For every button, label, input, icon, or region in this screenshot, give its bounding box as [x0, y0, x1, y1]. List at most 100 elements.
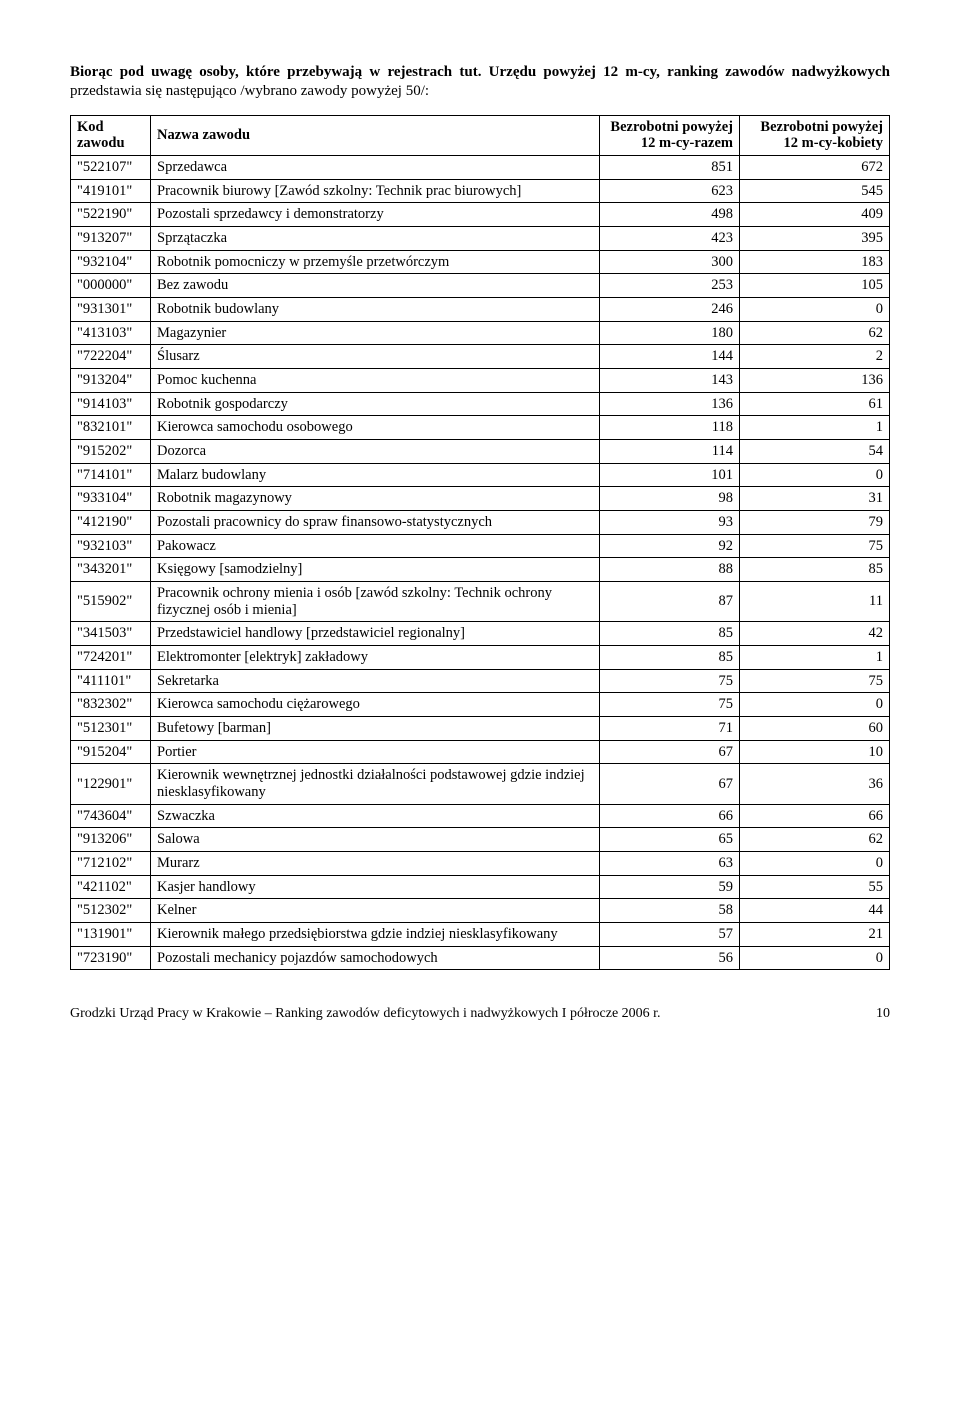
- cell-kod: "122901": [71, 764, 151, 804]
- table-head: Kod zawodu Nazwa zawodu Bezrobotni powyż…: [71, 115, 890, 155]
- cell-total: 423: [600, 226, 740, 250]
- table-row: "512302"Kelner5844: [71, 899, 890, 923]
- cell-nazwa: Sprzątaczka: [151, 226, 600, 250]
- cell-total: 67: [600, 740, 740, 764]
- header-women: Bezrobotni powyżej 12 m-cy-kobiety: [740, 115, 890, 155]
- cell-kod: "714101": [71, 463, 151, 487]
- cell-nazwa: Pozostali sprzedawcy i demonstratorzy: [151, 203, 600, 227]
- cell-total: 253: [600, 274, 740, 298]
- cell-total: 143: [600, 368, 740, 392]
- header-row: Kod zawodu Nazwa zawodu Bezrobotni powyż…: [71, 115, 890, 155]
- header-total: Bezrobotni powyżej 12 m-cy-razem: [600, 115, 740, 155]
- cell-women: 75: [740, 669, 890, 693]
- cell-total: 75: [600, 693, 740, 717]
- table-row: "343201"Księgowy [samodzielny]8885: [71, 558, 890, 582]
- table-body: "522107"Sprzedawca851672"419101"Pracowni…: [71, 155, 890, 970]
- cell-total: 87: [600, 581, 740, 621]
- cell-women: 0: [740, 693, 890, 717]
- cell-nazwa: Salowa: [151, 828, 600, 852]
- cell-nazwa: Przedstawiciel handlowy [przedstawiciel …: [151, 622, 600, 646]
- cell-nazwa: Robotnik pomocniczy w przemyśle przetwór…: [151, 250, 600, 274]
- cell-women: 105: [740, 274, 890, 298]
- cell-kod: "413103": [71, 321, 151, 345]
- cell-total: 59: [600, 875, 740, 899]
- table-row: "421102"Kasjer handlowy5955: [71, 875, 890, 899]
- cell-nazwa: Robotnik magazynowy: [151, 487, 600, 511]
- cell-nazwa: Szwaczka: [151, 804, 600, 828]
- cell-nazwa: Pakowacz: [151, 534, 600, 558]
- table-row: "412190"Pozostali pracownicy do spraw fi…: [71, 510, 890, 534]
- cell-women: 0: [740, 852, 890, 876]
- cell-kod: "131901": [71, 923, 151, 947]
- cell-kod: "743604": [71, 804, 151, 828]
- table-row: "515902"Pracownik ochrony mienia i osób …: [71, 581, 890, 621]
- page-footer: Grodzki Urząd Pracy w Krakowie – Ranking…: [70, 1006, 890, 1022]
- table-row: "722204"Ślusarz1442: [71, 345, 890, 369]
- cell-nazwa: Kierowca samochodu osobowego: [151, 416, 600, 440]
- cell-total: 136: [600, 392, 740, 416]
- cell-nazwa: Bez zawodu: [151, 274, 600, 298]
- cell-women: 0: [740, 463, 890, 487]
- cell-women: 0: [740, 297, 890, 321]
- table-row: "913207"Sprzątaczka423395: [71, 226, 890, 250]
- table-row: "832302"Kierowca samochodu ciężarowego75…: [71, 693, 890, 717]
- cell-kod: "832302": [71, 693, 151, 717]
- cell-kod: "915204": [71, 740, 151, 764]
- cell-women: 36: [740, 764, 890, 804]
- cell-nazwa: Kierownik wewnętrznej jednostki działaln…: [151, 764, 600, 804]
- cell-women: 183: [740, 250, 890, 274]
- cell-nazwa: Pracownik biurowy [Zawód szkolny: Techni…: [151, 179, 600, 203]
- table-row: "932103"Pakowacz9275: [71, 534, 890, 558]
- cell-kod: "932103": [71, 534, 151, 558]
- ranking-table: Kod zawodu Nazwa zawodu Bezrobotni powyż…: [70, 115, 890, 971]
- table-row: "411101"Sekretarka7575: [71, 669, 890, 693]
- cell-women: 672: [740, 155, 890, 179]
- cell-women: 1: [740, 645, 890, 669]
- cell-total: 101: [600, 463, 740, 487]
- cell-nazwa: Ślusarz: [151, 345, 600, 369]
- table-row: "915204"Portier6710: [71, 740, 890, 764]
- cell-nazwa: Robotnik budowlany: [151, 297, 600, 321]
- cell-women: 395: [740, 226, 890, 250]
- cell-kod: "932104": [71, 250, 151, 274]
- cell-kod: "914103": [71, 392, 151, 416]
- table-row: "341503"Przedstawiciel handlowy [przedst…: [71, 622, 890, 646]
- cell-nazwa: Murarz: [151, 852, 600, 876]
- cell-women: 62: [740, 828, 890, 852]
- cell-kod: "933104": [71, 487, 151, 511]
- cell-kod: "832101": [71, 416, 151, 440]
- cell-women: 54: [740, 439, 890, 463]
- cell-women: 11: [740, 581, 890, 621]
- cell-women: 1: [740, 416, 890, 440]
- cell-total: 67: [600, 764, 740, 804]
- cell-kod: "515902": [71, 581, 151, 621]
- table-row: "913206"Salowa6562: [71, 828, 890, 852]
- cell-nazwa: Kasjer handlowy: [151, 875, 600, 899]
- cell-nazwa: Magazynier: [151, 321, 600, 345]
- cell-kod: "931301": [71, 297, 151, 321]
- table-row: "914103"Robotnik gospodarczy13661: [71, 392, 890, 416]
- cell-women: 42: [740, 622, 890, 646]
- table-row: "413103"Magazynier18062: [71, 321, 890, 345]
- cell-kod: "522107": [71, 155, 151, 179]
- header-nazwa: Nazwa zawodu: [151, 115, 600, 155]
- cell-nazwa: Pozostali mechanicy pojazdów samochodowy…: [151, 946, 600, 970]
- cell-total: 63: [600, 852, 740, 876]
- cell-kod: "000000": [71, 274, 151, 298]
- cell-kod: "512301": [71, 716, 151, 740]
- table-row: "915202"Dozorca11454: [71, 439, 890, 463]
- cell-women: 44: [740, 899, 890, 923]
- cell-kod: "522190": [71, 203, 151, 227]
- table-row: "131901"Kierownik małego przedsiębiorstw…: [71, 923, 890, 947]
- cell-kod: "411101": [71, 669, 151, 693]
- cell-total: 92: [600, 534, 740, 558]
- cell-total: 85: [600, 622, 740, 646]
- cell-total: 75: [600, 669, 740, 693]
- cell-kod: "341503": [71, 622, 151, 646]
- cell-women: 136: [740, 368, 890, 392]
- cell-women: 62: [740, 321, 890, 345]
- cell-women: 79: [740, 510, 890, 534]
- cell-nazwa: Kelner: [151, 899, 600, 923]
- cell-women: 55: [740, 875, 890, 899]
- cell-total: 144: [600, 345, 740, 369]
